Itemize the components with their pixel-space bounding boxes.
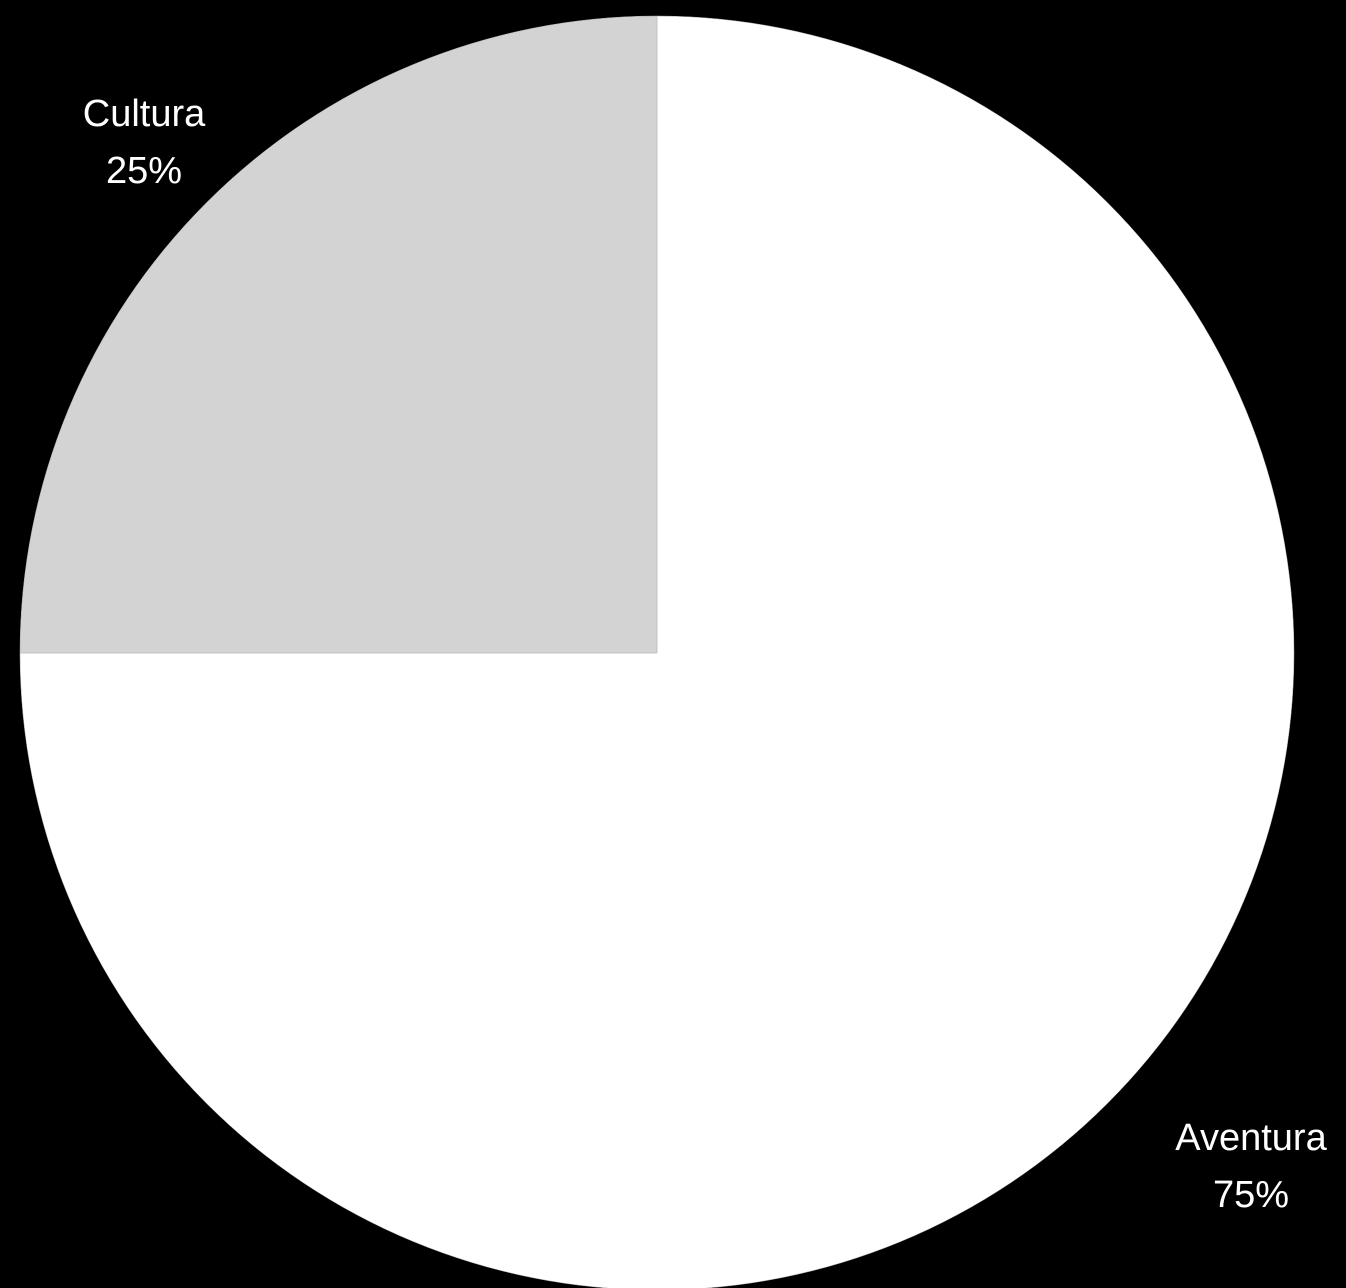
slice-label-cultura: Cultura bbox=[83, 93, 206, 135]
pie-slice-cultura bbox=[19, 15, 658, 654]
pie-slices bbox=[19, 15, 1295, 1288]
slice-label-aventura: Aventura bbox=[1175, 1117, 1327, 1159]
pie-labels: Aventura 75% Cultura 25% bbox=[83, 93, 1328, 1216]
slice-value-label-aventura: 75% bbox=[1213, 1174, 1289, 1216]
slice-value-label-cultura: 25% bbox=[106, 150, 182, 192]
pie-slice-aventura bbox=[19, 15, 1295, 1288]
